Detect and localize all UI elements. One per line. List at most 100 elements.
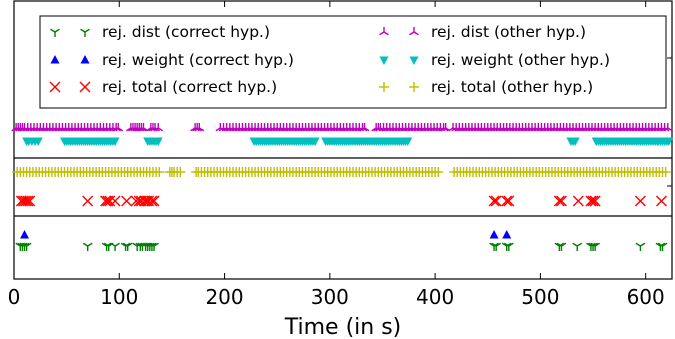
series-tri_down: [15, 242, 668, 251]
data-point: [82, 242, 93, 251]
data-point: [113, 123, 124, 132]
data-point: [20, 195, 32, 207]
legend-marker: [409, 82, 419, 92]
data-point: [553, 195, 565, 207]
data-point: [110, 137, 120, 146]
data-point: [154, 167, 165, 177]
data-point: [175, 167, 186, 177]
data-point: [121, 195, 133, 207]
legend-marker: [79, 81, 91, 93]
data-point: [104, 195, 116, 207]
data-point: [502, 230, 512, 239]
data-point: [585, 195, 597, 207]
data-point: [491, 242, 502, 251]
data-point: [310, 137, 320, 146]
panel-middle: [12, 167, 671, 207]
data-point: [22, 195, 34, 207]
data-point: [503, 242, 514, 251]
x-axis: 0 100 200 300 400 500 600: [8, 1, 672, 309]
panel-top: [11, 123, 674, 146]
data-point: [635, 242, 646, 251]
series-plus: [12, 167, 671, 177]
data-point: [662, 123, 673, 132]
x-tick-label: 200: [205, 285, 243, 309]
x-tick-label: 0: [8, 285, 21, 309]
legend-label: rej. dist (correct hyp.): [102, 23, 270, 41]
data-point: [33, 137, 43, 146]
data-point: [24, 195, 36, 207]
legend-marker: [379, 82, 389, 92]
series-triangle_down: [22, 137, 674, 146]
series-tri_up: [11, 123, 673, 132]
data-point: [657, 242, 668, 251]
data-point: [194, 123, 205, 132]
data-point: [634, 195, 646, 207]
data-point: [572, 195, 584, 207]
legend-marker: [50, 28, 60, 37]
legend-label: rej. total (other hyp.): [431, 78, 593, 96]
data-point: [589, 195, 601, 207]
legend-marker: [409, 27, 419, 36]
legend-label: rej. dist (other hyp.): [431, 23, 586, 41]
legend-marker: [379, 27, 389, 36]
data-point: [570, 137, 580, 146]
series-x: [15, 195, 667, 207]
data-point: [153, 137, 163, 146]
data-point: [110, 242, 120, 251]
legend-entry: rej. total (correct hyp.): [49, 78, 277, 96]
data-point: [587, 195, 599, 207]
legend-marker: [379, 56, 389, 65]
data-point: [130, 195, 142, 207]
x-tick-label: 400: [416, 285, 454, 309]
legend-frame: [39, 15, 667, 109]
legend-label: rej. total (correct hyp.): [102, 78, 277, 96]
data-point: [488, 195, 500, 207]
legend-entry: rej. dist (other hyp.): [379, 23, 586, 41]
data-point: [490, 195, 502, 207]
data-point: [660, 167, 671, 177]
x-tick-label: 500: [521, 285, 559, 309]
data-point: [143, 195, 155, 207]
data-point: [655, 195, 667, 207]
legend-entries: rej. dist (correct hyp.) rej. dist (other…: [49, 23, 610, 96]
x-axis-title: Time (in s): [284, 315, 402, 339]
legend-entry: rej. total (other hyp.): [379, 78, 593, 96]
chart-marks: [11, 123, 674, 251]
legend-entry: rej. dist (correct hyp.): [50, 23, 270, 41]
data-point: [501, 195, 513, 207]
data-point: [664, 137, 674, 146]
data-point: [146, 195, 158, 207]
panel-bottom: [15, 230, 668, 251]
legend-label: rej. weight (correct hyp.): [102, 51, 294, 69]
data-point: [20, 230, 30, 239]
x-tick-label: 600: [627, 285, 665, 309]
x-tick-label: 100: [100, 285, 138, 309]
legend-marker: [49, 81, 61, 93]
data-point: [503, 195, 515, 207]
legend-entry: rej. weight (other hyp.): [379, 51, 610, 69]
data-point: [122, 242, 133, 251]
legend-marker: [409, 56, 419, 65]
series-triangle_up: [20, 230, 512, 239]
data-point: [433, 167, 444, 177]
data-point: [556, 242, 567, 251]
legend-marker: [80, 55, 90, 64]
data-point: [359, 123, 370, 132]
data-point: [82, 195, 94, 207]
data-point: [555, 195, 567, 207]
data-point: [148, 195, 160, 207]
legend-box: rej. dist (correct hyp.) rej. dist (other…: [39, 15, 667, 109]
legend-marker: [80, 28, 90, 37]
x-tick-label: 300: [311, 285, 349, 309]
data-point: [489, 230, 499, 239]
legend-entry: rej. weight (correct hyp.): [50, 51, 294, 69]
data-point: [153, 123, 164, 132]
data-point: [109, 195, 121, 207]
data-point: [590, 242, 601, 251]
legend-label: rej. weight (other hyp.): [431, 51, 610, 69]
data-point: [149, 242, 159, 251]
data-point: [572, 242, 583, 251]
data-point: [21, 242, 32, 251]
data-point: [100, 195, 112, 207]
